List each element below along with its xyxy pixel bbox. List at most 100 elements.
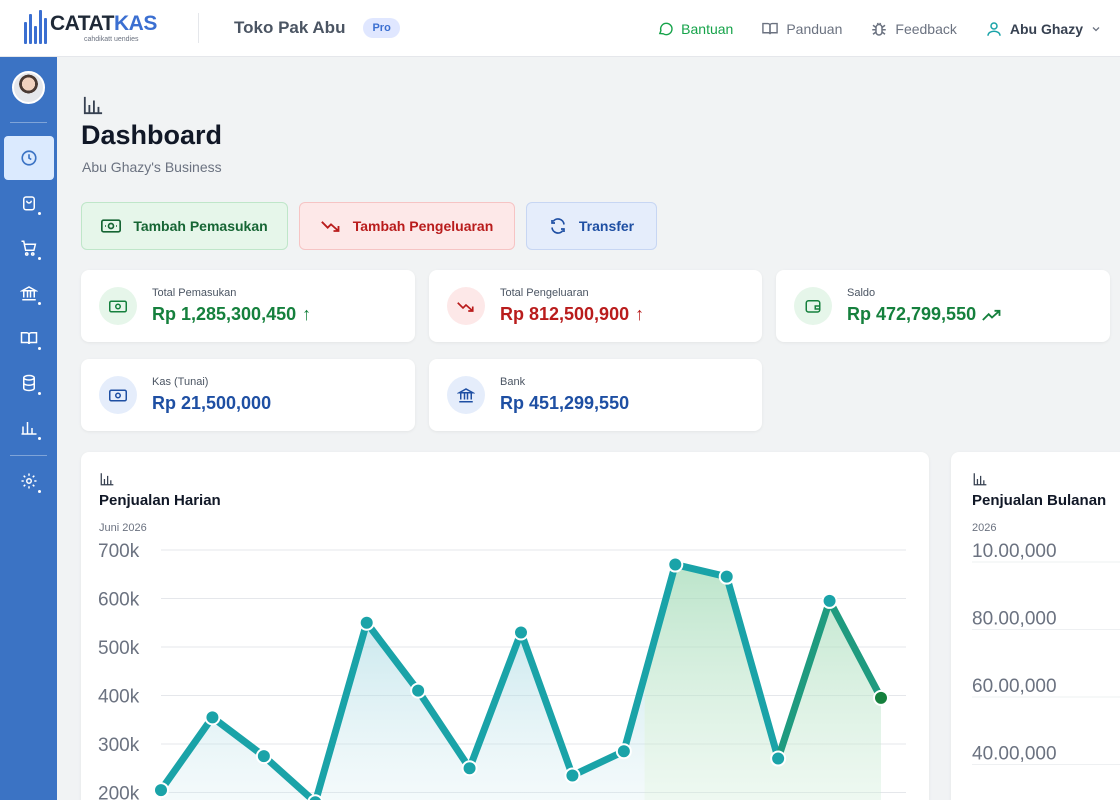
total-expense-label: Total Pengeluaran: [500, 287, 589, 299]
trend-down-icon: [447, 287, 485, 325]
user-name: Abu Ghazy: [1009, 20, 1083, 37]
data-point[interactable]: [358, 614, 375, 631]
balance-label: Saldo: [847, 287, 876, 299]
sidebar-divider: [10, 122, 47, 123]
bar-chart-icon: [100, 473, 114, 486]
database-icon: [22, 374, 35, 392]
header-divider: [198, 13, 199, 43]
series-line-segment: [466, 628, 525, 772]
bag-icon: [22, 196, 35, 211]
page-subtitle: Abu Ghazy's Business: [82, 159, 222, 175]
sidebar-divider: [10, 455, 47, 456]
data-point[interactable]: [204, 709, 221, 726]
book-icon: [762, 22, 779, 35]
clock-icon: [21, 150, 37, 166]
sidebar-item-sales[interactable]: [0, 181, 57, 225]
arrow-up-icon: ↑: [302, 304, 312, 324]
transfer-button[interactable]: Transfer: [526, 202, 657, 250]
add-income-button[interactable]: Tambah Pemasukan: [81, 202, 288, 250]
bank-icon: [19, 286, 38, 301]
total-expense-value: Rp 812,500,900: [500, 304, 630, 324]
series-line-segment: [723, 573, 782, 763]
data-point[interactable]: [667, 556, 684, 573]
data-point[interactable]: [307, 794, 323, 800]
logo-name-part-1: CATAT: [50, 12, 114, 35]
wallet-icon: [794, 287, 832, 325]
cash-card: Kas (Tunai) Rp 21,500,000: [81, 359, 415, 431]
data-point[interactable]: [564, 767, 581, 784]
help-link[interactable]: Bantuan: [657, 20, 733, 37]
guide-label: Panduan: [786, 20, 843, 37]
y-tick-label: 700k: [98, 541, 140, 562]
data-point[interactable]: [821, 592, 838, 609]
cart-icon: [21, 240, 36, 256]
sidebar: [0, 57, 57, 800]
data-point[interactable]: [461, 760, 478, 777]
plan-badge: Pro: [363, 18, 400, 38]
trend-down-icon: [320, 221, 340, 232]
bank-icon: [447, 376, 485, 414]
data-point[interactable]: [615, 743, 632, 760]
series-line-segment: [774, 597, 834, 763]
sidebar-item-ledger[interactable]: [0, 316, 57, 360]
series-line-segment: [312, 619, 371, 800]
monthly-chart-subtitle: 2026: [972, 522, 997, 534]
series-line-segment: [671, 561, 731, 581]
feedback-label: Feedback: [895, 20, 957, 37]
main-content: Dashboard Abu Ghazy's Business Tambah Pe…: [57, 57, 1120, 800]
sidebar-item-reports[interactable]: [0, 406, 57, 450]
y-tick-label: 300k: [98, 735, 140, 756]
top-bar: CATATKAS cahdikatt uendies Toko Pak Abu …: [0, 0, 1120, 57]
sidebar-item-dashboard[interactable]: [4, 136, 54, 180]
bug-icon: [872, 22, 887, 36]
series-line-segment: [620, 561, 679, 755]
data-point[interactable]: [513, 624, 529, 641]
sidebar-item-bank[interactable]: [0, 271, 57, 315]
feedback-link[interactable]: Feedback: [870, 20, 957, 38]
add-income-label: Tambah Pemasukan: [133, 218, 268, 234]
cash-value: Rp 21,500,000: [152, 393, 272, 413]
y-tick-label: 10.00,000: [972, 541, 1057, 562]
gear-icon: [21, 473, 36, 489]
daily-chart-title: Penjualan Harian: [99, 492, 221, 509]
add-expense-button[interactable]: Tambah Pengeluaran: [299, 202, 515, 250]
y-tick-label: 400k: [98, 687, 140, 708]
guide-link[interactable]: Panduan: [761, 20, 842, 37]
daily-chart-subtitle: Juni 2026: [99, 522, 147, 534]
y-tick-label: 60.00,000: [972, 676, 1057, 697]
data-point[interactable]: [255, 748, 272, 765]
user-menu[interactable]: Abu Ghazy: [985, 20, 1102, 38]
bank-value: Rp 451,299,550: [500, 393, 630, 413]
data-point[interactable]: [873, 689, 889, 706]
area-fill-highlight: [644, 564, 881, 800]
total-expense-card: Total Pengeluaran Rp 812,500,900 ↑: [429, 270, 762, 342]
app-logo[interactable]: CATATKAS cahdikatt uendies: [24, 10, 184, 44]
transfer-label: Transfer: [578, 218, 635, 234]
page-title: Dashboard: [81, 120, 223, 150]
data-point[interactable]: [718, 568, 735, 585]
arrow-up-icon: ↑: [635, 304, 645, 324]
data-point[interactable]: [410, 682, 427, 699]
daily-sales-chart[interactable]: 700k 600k 500k 400k 300k 200k: [81, 452, 929, 800]
y-tick-label: 500k: [98, 638, 140, 659]
sidebar-item-purchases[interactable]: [0, 226, 57, 270]
monthly-sales-chart[interactable]: 10.00,000 80.00,000 60.00,000 40.00,000: [951, 452, 1120, 800]
trend-up-icon: [982, 309, 1001, 321]
series-line-segment: [414, 687, 474, 772]
logo-tagline: cahdikatt uendies: [84, 36, 139, 43]
bar-chart-icon: [21, 422, 36, 435]
monthly-chart-title: Penjualan Bulanan: [972, 492, 1107, 509]
book-icon: [20, 332, 37, 345]
sidebar-item-settings[interactable]: [0, 459, 57, 503]
data-point[interactable]: [153, 782, 169, 799]
balance-card: Saldo Rp 472,799,550: [776, 270, 1110, 342]
series-line-segment: [208, 713, 268, 760]
sidebar-item-data[interactable]: [0, 361, 57, 405]
bank-label: Bank: [500, 376, 526, 388]
store-name[interactable]: Toko Pak Abu: [234, 18, 346, 37]
data-point[interactable]: [770, 750, 787, 767]
avatar[interactable]: [12, 71, 45, 104]
monthly-sales-card: Penjualan Bulanan 2026 10.00,000 80.00,00…: [951, 452, 1120, 800]
add-expense-label: Tambah Pengeluaran: [352, 218, 494, 234]
cash-icon: [99, 287, 137, 325]
